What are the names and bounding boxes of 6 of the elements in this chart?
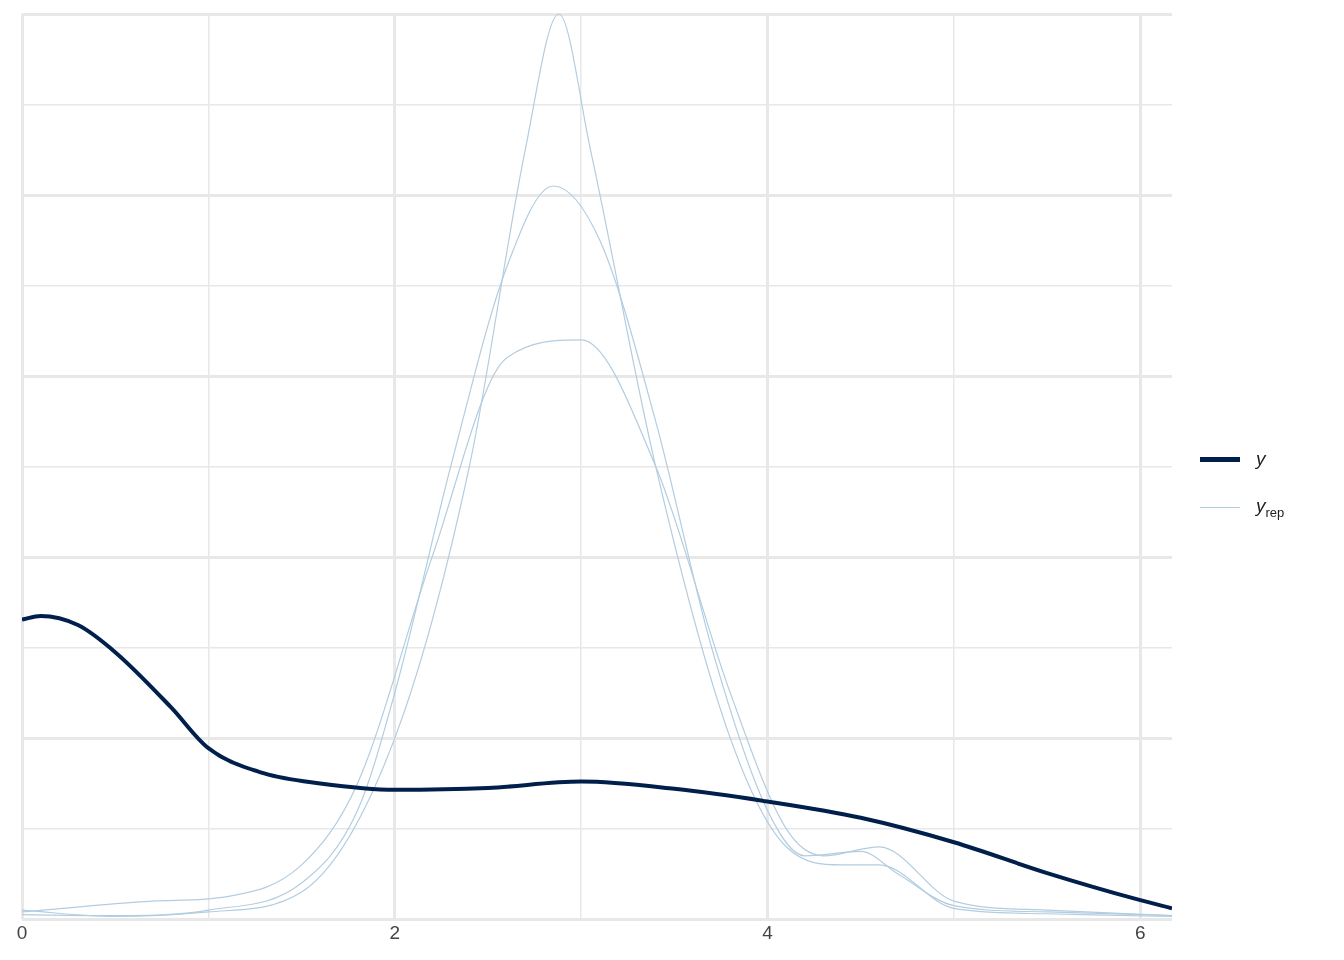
legend-label: y (1256, 448, 1266, 470)
legend-label: y$_{rep}$ (1256, 494, 1285, 520)
x-tick-label: 2 (389, 921, 401, 943)
x-tick-label: 6 (1135, 921, 1146, 943)
x-tick-label: 0 (16, 921, 28, 943)
x-tick-label: 4 (762, 921, 774, 943)
